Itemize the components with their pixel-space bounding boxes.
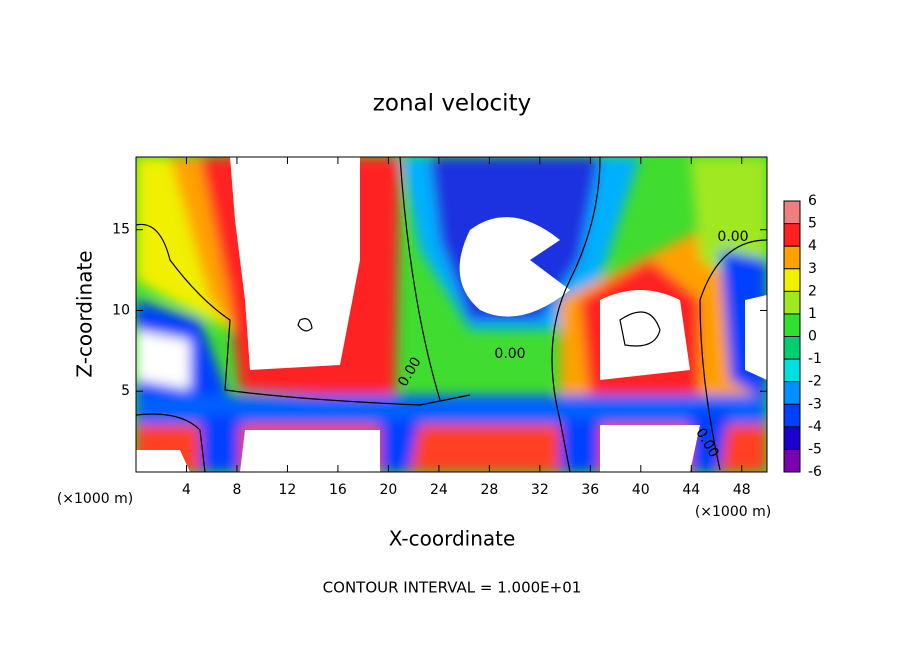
x-tick-label: 28 bbox=[480, 482, 498, 498]
colorbar-swatch bbox=[784, 223, 800, 247]
colorbar-tick-label: 1 bbox=[808, 306, 817, 322]
colorbar-tick-label: -5 bbox=[808, 441, 822, 457]
colorbar-tick-label: -6 bbox=[808, 464, 822, 480]
y-tick-label: 5 bbox=[121, 383, 130, 399]
colorbar-swatch bbox=[784, 268, 800, 292]
x-tick-label: 48 bbox=[733, 482, 751, 498]
colorbar-swatch bbox=[784, 381, 800, 405]
colorbar-tick-label: -2 bbox=[808, 374, 822, 390]
contour-label: 0.00 bbox=[717, 229, 748, 245]
colorbar-tick-label: 5 bbox=[808, 216, 817, 232]
x-unit-label: (×1000 m) bbox=[695, 504, 771, 520]
y-tick-label: 15 bbox=[112, 222, 130, 238]
x-tick-label: 20 bbox=[379, 482, 397, 498]
colorbar-tick-label: -4 bbox=[808, 419, 822, 435]
x-axis-label: X-coordinate bbox=[389, 527, 516, 551]
colorbar-swatch bbox=[784, 359, 800, 382]
x-tick-label: 40 bbox=[632, 482, 650, 498]
x-tick-label: 44 bbox=[682, 482, 700, 498]
colorbar-tick-label: 4 bbox=[808, 238, 817, 254]
contour-label: 0.00 bbox=[494, 346, 525, 362]
x-tick-label: 12 bbox=[279, 482, 297, 498]
y-tick-label: 10 bbox=[112, 302, 130, 318]
colorbar-swatch bbox=[784, 291, 800, 314]
colorbar-tick-label: 2 bbox=[808, 283, 817, 299]
x-tick-label: 4 bbox=[182, 482, 191, 498]
colorbar-tick-label: -1 bbox=[808, 351, 822, 367]
colorbar-swatch bbox=[784, 426, 800, 450]
colorbar-swatch bbox=[784, 449, 800, 472]
colorbar-tick-label: 0 bbox=[808, 329, 817, 345]
colorbar-tick-label: -3 bbox=[808, 396, 822, 412]
x-tick-label: 24 bbox=[430, 482, 448, 498]
colorbar-swatch bbox=[784, 404, 800, 427]
y-axis-label: Z-coordinate bbox=[73, 250, 97, 377]
field bbox=[136, 157, 767, 472]
annotation: CONTOUR INTERVAL = 1.000E+01 bbox=[323, 579, 582, 597]
x-tick-label: 8 bbox=[232, 482, 241, 498]
x-tick-label: 36 bbox=[581, 482, 599, 498]
plot-frame bbox=[135, 156, 768, 473]
colorbar-swatch bbox=[784, 246, 800, 269]
colorbar-tick-label: 3 bbox=[808, 261, 817, 277]
x-tick-label: 32 bbox=[531, 482, 549, 498]
colorbar-tick-label: 6 bbox=[808, 193, 817, 209]
colorbar-swatch bbox=[784, 201, 800, 224]
y-unit-label: (×1000 m) bbox=[57, 491, 133, 507]
colorbar-swatch bbox=[784, 313, 800, 337]
x-tick-label: 16 bbox=[329, 482, 347, 498]
colorbar-swatch bbox=[784, 336, 800, 360]
chart-title: zonal velocity bbox=[373, 91, 531, 117]
